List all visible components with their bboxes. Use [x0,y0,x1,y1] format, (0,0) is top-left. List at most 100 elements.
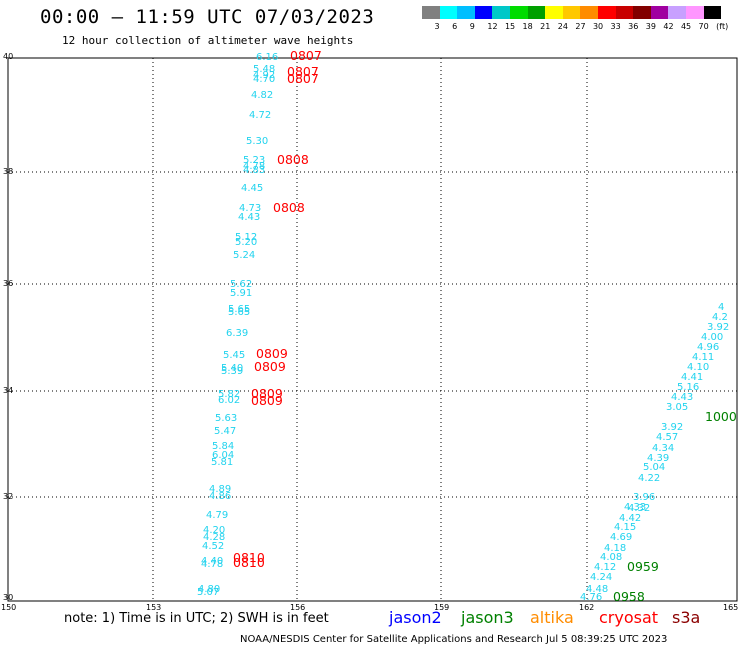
legend-swatch [492,6,510,19]
swh-value: 5.40 [221,363,243,374]
legend-label: 33 [610,22,621,31]
legend-swatch [474,6,493,19]
swh-value: 4.40 [201,556,223,567]
swh-value: 5.65 [228,307,250,318]
swh-value: 4.34 [652,443,674,454]
swh-value: 5.30 [246,136,268,147]
legend-swatch [562,6,581,19]
swh-value: 5.16 [677,382,699,393]
swh-value: 4.57 [656,432,678,443]
swh-value: 4.72 [249,110,271,121]
swh-value: 3.92 [707,322,729,333]
pass-time-label: 0807 [290,48,322,63]
satellite-name: altika [530,608,574,627]
legend-swatch [439,6,458,19]
swh-value: 4.41 [681,372,703,383]
swh-value: 4.73 [239,203,261,214]
swh-value: 4.28 [203,532,225,543]
swh-value: 4.79 [206,510,228,521]
pass-time-label: 0808 [277,152,309,167]
swh-value: 4.2 [712,312,728,323]
swh-value: 5.07 [197,587,219,598]
y-tick-label: 38 [3,167,14,176]
swh-value: 6.16 [256,52,278,63]
legend-swatch [686,6,704,19]
pass-time-label: 0807 [287,71,319,86]
swh-value: 5.91 [230,288,252,299]
swh-value: 4.52 [202,541,224,552]
swh-value: 4.82 [251,90,273,101]
swh-value: 5.84 [212,441,234,452]
page-title: 00:00 — 11:59 UTC 07/03/2023 [40,6,375,28]
pass-time-label: 0810 [233,555,265,570]
swh-value: 4.20 [203,525,225,536]
plot-frame [7,57,738,602]
swh-value: 6.04 [212,450,234,461]
swh-value: 4.48 [586,584,608,595]
legend-label: 39 [645,22,656,31]
swh-value: 3.92 [661,422,683,433]
legend-label: 24 [557,22,568,31]
swh-value: 5.63 [215,413,237,424]
pass-time-label: 0959 [627,559,659,574]
x-tick-label: 156 [290,603,306,612]
legend-label: 45 [680,22,692,31]
swh-value: 4.32 [628,503,650,514]
swh-value: 4.39 [647,453,669,464]
y-tick-label: 30 [3,593,14,602]
swh-value: 5.45 [223,350,245,361]
swh-value: 4.15 [614,522,636,533]
legend-label: 18 [522,22,533,31]
swh-value: 4.42 [619,513,641,524]
legend-swatch [598,6,616,19]
legend-label: 30 [592,22,604,31]
legend-label: 42 [663,22,674,31]
pass-time-label: 0809 [254,359,286,374]
swh-value: 5.39 [221,366,243,377]
swh-value: 5.62 [230,279,252,290]
legend-swatch [527,6,546,19]
pass-time-label: 0809 [251,386,283,401]
swh-value: 4.76 [580,592,602,603]
data-labels: 6.165.484.924.704.824.725.305.234.784.83… [197,48,737,604]
swh-value: 4.83 [243,165,265,176]
swh-value: 5.81 [211,457,233,468]
swh-value: 5.04 [643,462,665,473]
swh-value: 5.12 [235,232,257,243]
swh-value: 4.86 [209,491,231,502]
y-tick-label: 40 [3,52,14,61]
swh-value: 4.24 [590,572,612,583]
legend-label: 3 [434,22,440,31]
pass-time-label: 1000 [705,409,737,424]
swh-value: 4.92 [253,70,275,81]
swh-value: 3.05 [666,402,688,413]
swh-value: 4.33 [624,502,646,513]
swh-value: 4.08 [600,552,622,563]
swh-value: 5.20 [235,237,257,248]
swh-value: 4.78 [243,161,265,172]
satellite-name: cryosat [599,608,659,627]
legend-label: 12 [487,22,498,31]
legend-label: 70 [698,22,709,31]
y-tick-label: 36 [3,279,14,288]
pass-time-label: 0807 [287,64,319,79]
legend-swatch [457,6,475,19]
legend-swatch [703,6,722,19]
swh-value: 4.43 [238,212,260,223]
swh-value: 4.89 [209,484,231,495]
swh-value: 4.43 [671,392,693,403]
swh-value: 4.22 [638,473,660,484]
legend-swatch [633,6,651,19]
legend-label: 36 [628,22,639,31]
swh-value: 4.69 [610,532,632,543]
legend-swatch [668,6,686,19]
pass-time-label: 0809 [251,393,283,408]
x-tick-label: 162 [579,603,595,612]
swh-value: 4.00 [701,332,723,343]
legend-swatch [545,6,563,19]
swh-value: 4.11 [692,352,714,363]
credit-line: NOAA/NESDIS Center for Satellite Applica… [240,634,668,645]
grid-lines [8,58,737,601]
satellite-name: jason2 [389,608,442,627]
